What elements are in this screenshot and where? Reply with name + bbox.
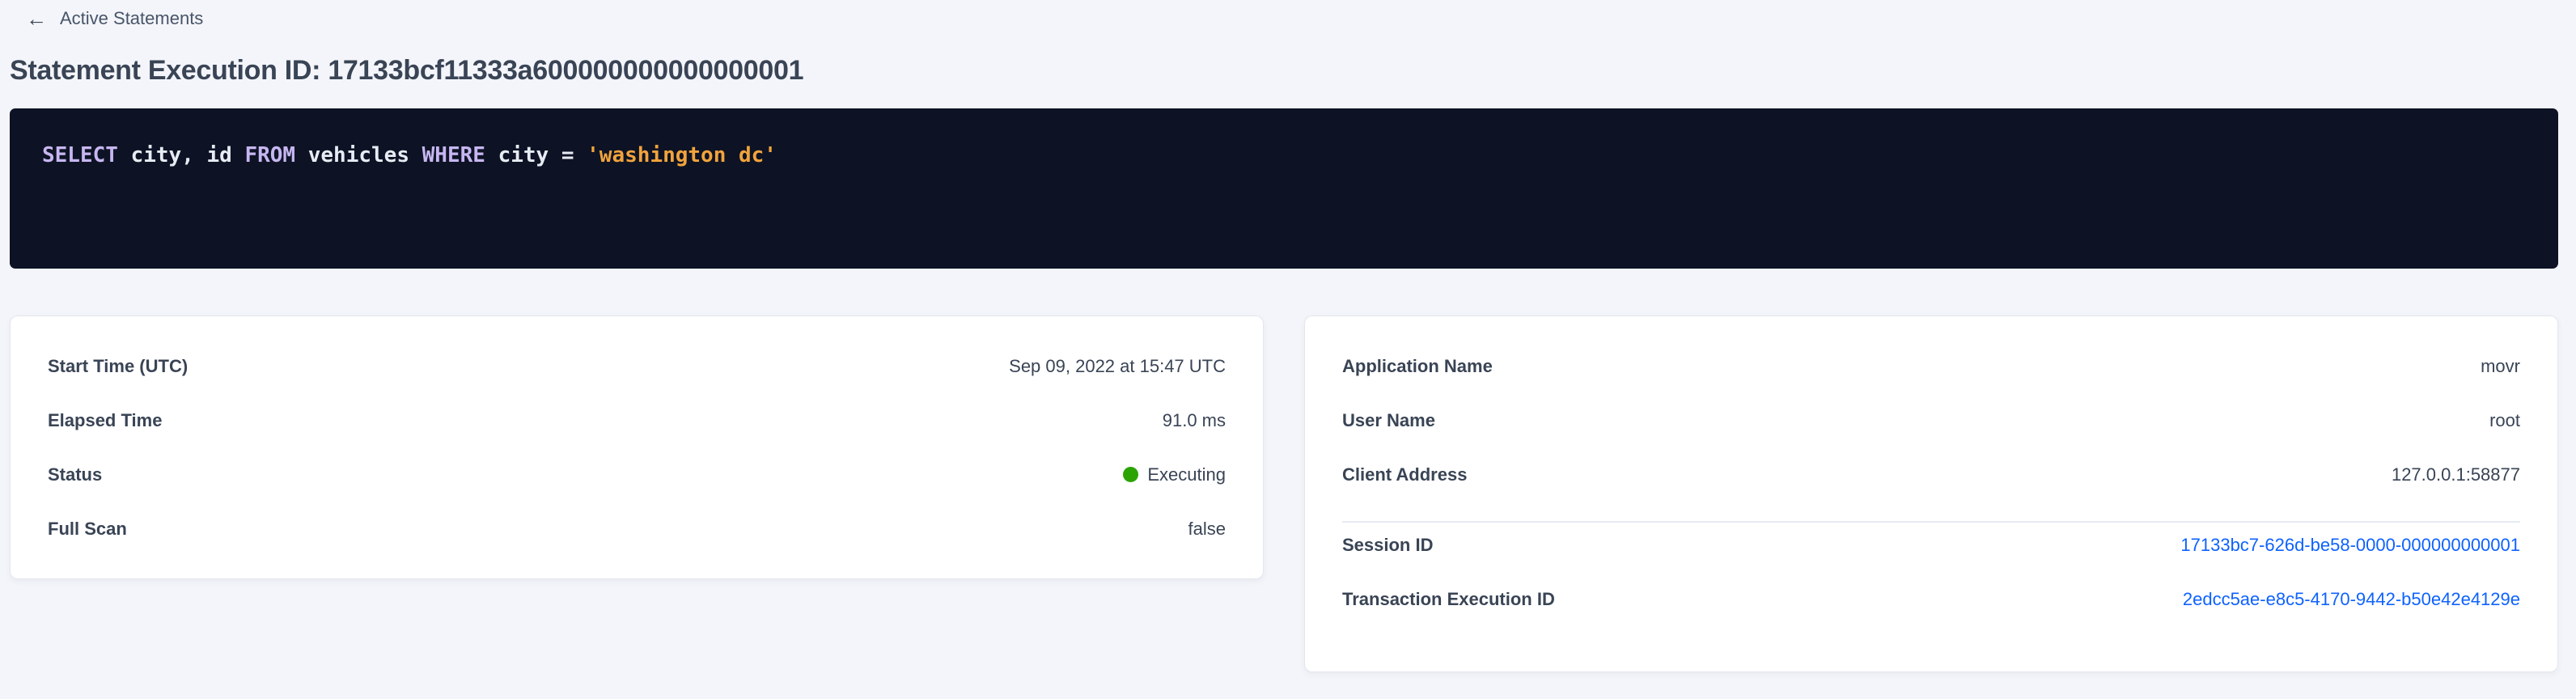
- execution-summary-card: Start Time (UTC) Sep 09, 2022 at 15:47 U…: [10, 316, 1264, 579]
- status-value: Executing: [1147, 464, 1226, 485]
- full-scan-label: Full Scan: [48, 519, 127, 539]
- back-arrow-icon: ←: [26, 6, 47, 31]
- executing-status-icon: [1123, 467, 1139, 482]
- sql-token: city, id: [117, 143, 245, 167]
- application-name-row: Application Name movr: [1342, 355, 2520, 377]
- client-address-row: Client Address 127.0.0.1:58877: [1342, 464, 2520, 485]
- sql-query-text: SELECT city, id FROM vehicles WHERE city…: [42, 145, 2526, 167]
- status-badge: Executing: [1123, 464, 1226, 485]
- sql-token: FROM: [244, 143, 296, 167]
- page-title: Statement Execution ID: 17133bcf11333a60…: [10, 55, 804, 86]
- session-id-label: Session ID: [1342, 535, 1434, 555]
- transaction-execution-id-label: Transaction Execution ID: [1342, 589, 1555, 609]
- status-row: Status Executing: [48, 464, 1226, 485]
- back-to-active-statements-link[interactable]: ← Active Statements: [26, 6, 203, 31]
- transaction-execution-id-link[interactable]: 2edcc5ae-e8c5-4170-9442-b50e42e4129e: [2182, 589, 2520, 609]
- card-bottom-spacer: [1342, 642, 2520, 665]
- elapsed-time-label: Elapsed Time: [48, 410, 163, 430]
- full-scan-value: false: [1188, 519, 1226, 539]
- application-name-label: Application Name: [1342, 356, 1493, 376]
- user-name-row: User Name root: [1342, 409, 2520, 431]
- summary-cards: Start Time (UTC) Sep 09, 2022 at 15:47 U…: [10, 316, 2558, 672]
- start-time-row: Start Time (UTC) Sep 09, 2022 at 15:47 U…: [48, 355, 1226, 377]
- full-scan-row: Full Scan false: [48, 518, 1226, 540]
- client-address-label: Client Address: [1342, 464, 1468, 485]
- client-address-value: 127.0.0.1:58877: [2391, 464, 2520, 485]
- sql-token: city =: [485, 143, 587, 167]
- transaction-execution-id-row: Transaction Execution ID 2edcc5ae-e8c5-4…: [1342, 588, 2520, 610]
- application-name-value: movr: [2481, 356, 2520, 376]
- user-name-value: root: [2489, 410, 2520, 430]
- breadcrumb-label: Active Statements: [60, 8, 204, 28]
- elapsed-time-row: Elapsed Time 91.0 ms: [48, 409, 1226, 431]
- start-time-label: Start Time (UTC): [48, 356, 189, 376]
- sql-token: SELECT: [42, 143, 118, 167]
- card-divider: [1342, 521, 2520, 523]
- sql-token: vehicles: [295, 143, 422, 167]
- elapsed-time-value: 91.0 ms: [1162, 410, 1226, 430]
- session-id-row: Session ID 17133bc7-626d-be58-0000-00000…: [1342, 534, 2520, 556]
- start-time-value: Sep 09, 2022 at 15:47 UTC: [1009, 356, 1226, 376]
- session-id-link[interactable]: 17133bc7-626d-be58-0000-000000000001: [2180, 535, 2520, 555]
- sql-token: 'washington dc': [587, 143, 777, 167]
- sql-query-box: SELECT city, id FROM vehicles WHERE city…: [10, 108, 2558, 269]
- sql-token: WHERE: [422, 143, 485, 167]
- session-summary-card: Application Name movr User Name root Cli…: [1304, 316, 2558, 672]
- status-label: Status: [48, 464, 103, 485]
- user-name-label: User Name: [1342, 410, 1435, 430]
